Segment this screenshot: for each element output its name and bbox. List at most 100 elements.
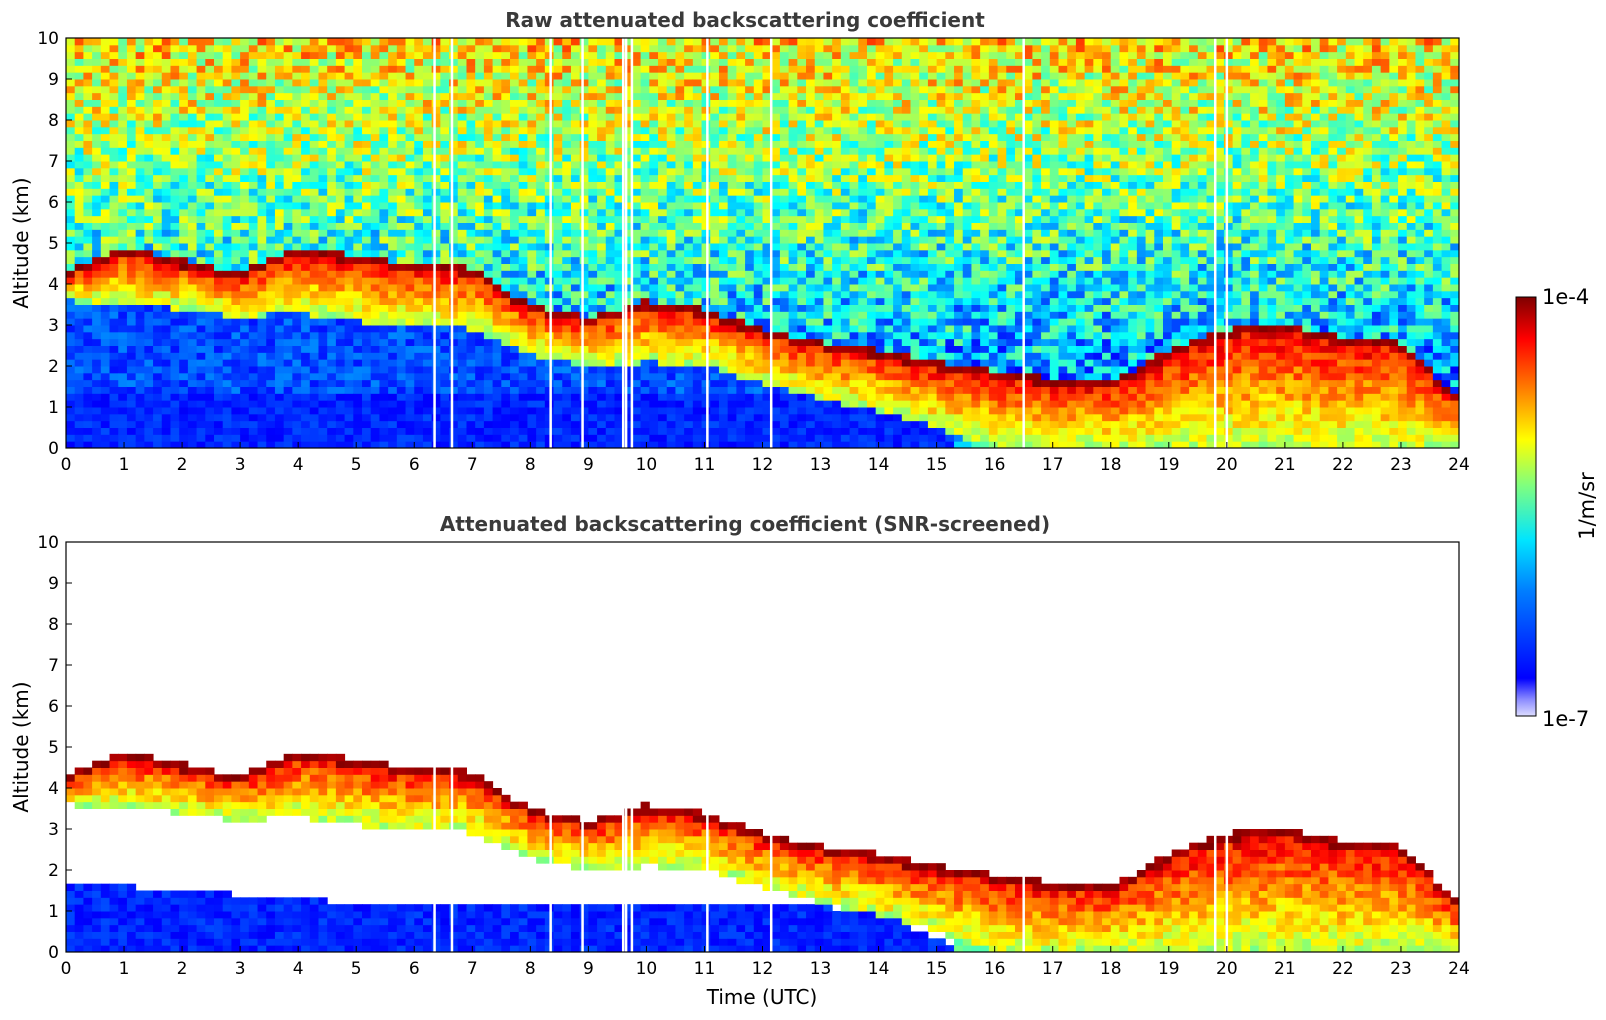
- heatmap-cell: [605, 366, 615, 374]
- heatmap-cell: [144, 51, 154, 59]
- heatmap-cell: [501, 85, 511, 94]
- heatmap-cell: [658, 79, 668, 87]
- heatmap-cell: [649, 372, 659, 381]
- heatmap-cell: [527, 434, 537, 442]
- heatmap-cell: [370, 277, 380, 285]
- heatmap-cell: [623, 270, 633, 278]
- heatmap-cell: [640, 215, 650, 223]
- heatmap-cell: [745, 420, 755, 428]
- heatmap-cell: [501, 120, 511, 128]
- heatmap-cell: [266, 161, 276, 169]
- heatmap-cell: [570, 441, 581, 449]
- heatmap-cell: [684, 325, 694, 333]
- heatmap-cell: [597, 304, 607, 312]
- heatmap-cell: [501, 400, 511, 408]
- heatmap-cell: [179, 215, 189, 223]
- heatmap-cell: [562, 420, 572, 428]
- heatmap-cell: [466, 113, 476, 121]
- heatmap-cell: [74, 243, 84, 251]
- heatmap-cell: [187, 113, 198, 121]
- heatmap-cell: [344, 65, 354, 73]
- heatmap-cell: [483, 215, 494, 223]
- heatmap-cell: [605, 311, 615, 319]
- heatmap-cell: [553, 434, 563, 442]
- heatmap-cell: [240, 420, 250, 428]
- heatmap-cell: [327, 386, 337, 394]
- heatmap-cell: [562, 215, 572, 223]
- heatmap-cell: [161, 284, 171, 292]
- heatmap-cell: [718, 256, 729, 264]
- heatmap-cell: [614, 297, 624, 305]
- heatmap-cell: [144, 154, 154, 162]
- heatmap-cell: [553, 393, 563, 401]
- heatmap-cell: [92, 133, 102, 141]
- heatmap-cell: [388, 188, 398, 196]
- heatmap-cell: [753, 106, 763, 114]
- heatmap-cell: [92, 400, 102, 408]
- heatmap-cell: [74, 290, 84, 299]
- heatmap-cell: [414, 290, 424, 299]
- heatmap-cell: [466, 311, 476, 319]
- heatmap-cell: [257, 154, 267, 162]
- heatmap-cell: [196, 215, 206, 223]
- heatmap-cell: [179, 413, 189, 422]
- heatmap-cell: [727, 215, 737, 223]
- heatmap-cell: [222, 202, 232, 210]
- heatmap-cell: [753, 215, 763, 223]
- heatmap-cell: [745, 65, 755, 73]
- heatmap-cell: [222, 65, 232, 73]
- heatmap-cell: [170, 263, 180, 271]
- heatmap-cell: [231, 167, 241, 176]
- heatmap-cell: [344, 38, 354, 46]
- heatmap-cell: [457, 65, 467, 73]
- heatmap-cell: [266, 195, 276, 203]
- heatmap-cell: [727, 270, 737, 278]
- heatmap-cell: [605, 352, 615, 360]
- heatmap-cell: [597, 99, 607, 107]
- heatmap-cell: [292, 400, 302, 408]
- heatmap-cell: [161, 366, 171, 374]
- heatmap-cell: [327, 202, 337, 210]
- heatmap-cell: [231, 215, 241, 223]
- heatmap-cell: [631, 44, 642, 53]
- heatmap-cell: [414, 359, 424, 367]
- heatmap-cell: [187, 72, 198, 80]
- heatmap-cell: [353, 297, 363, 305]
- heatmap-cell: [692, 318, 703, 326]
- heatmap-cell: [83, 133, 93, 141]
- heatmap-cell: [745, 174, 755, 182]
- heatmap-cell: [570, 126, 581, 135]
- heatmap-cell: [640, 229, 650, 237]
- heatmap-cell: [266, 79, 276, 87]
- heatmap-cell: [562, 270, 572, 278]
- heatmap-cell: [536, 249, 546, 258]
- heatmap-cell: [74, 99, 84, 107]
- heatmap-cell: [274, 297, 285, 305]
- heatmap-cell: [710, 441, 720, 449]
- heatmap-cell: [588, 420, 598, 428]
- heatmap-cell: [727, 38, 737, 46]
- heatmap-cell: [771, 366, 781, 374]
- heatmap-cell: [187, 154, 198, 162]
- heatmap-cell: [466, 195, 476, 203]
- heatmap-cell: [187, 38, 198, 46]
- heatmap-cell: [292, 366, 302, 374]
- heatmap-cell: [83, 85, 93, 94]
- heatmap-cell: [318, 338, 328, 346]
- heatmap-cell: [301, 51, 311, 59]
- heatmap-cell: [66, 58, 76, 66]
- heatmap-cell: [92, 338, 102, 346]
- heatmap-cell: [335, 58, 346, 66]
- heatmap-cell: [640, 38, 650, 46]
- heatmap-cell: [457, 256, 467, 264]
- heatmap-cell: [675, 99, 685, 107]
- heatmap-cell: [501, 51, 511, 59]
- heatmap-cell: [771, 126, 781, 135]
- heatmap-cell: [588, 188, 598, 196]
- heatmap-cell: [135, 304, 145, 312]
- heatmap-cell: [779, 379, 790, 387]
- heatmap-cell: [266, 366, 276, 374]
- heatmap-cell: [126, 243, 137, 251]
- heatmap-cell: [449, 161, 459, 169]
- heatmap-cell: [83, 407, 93, 415]
